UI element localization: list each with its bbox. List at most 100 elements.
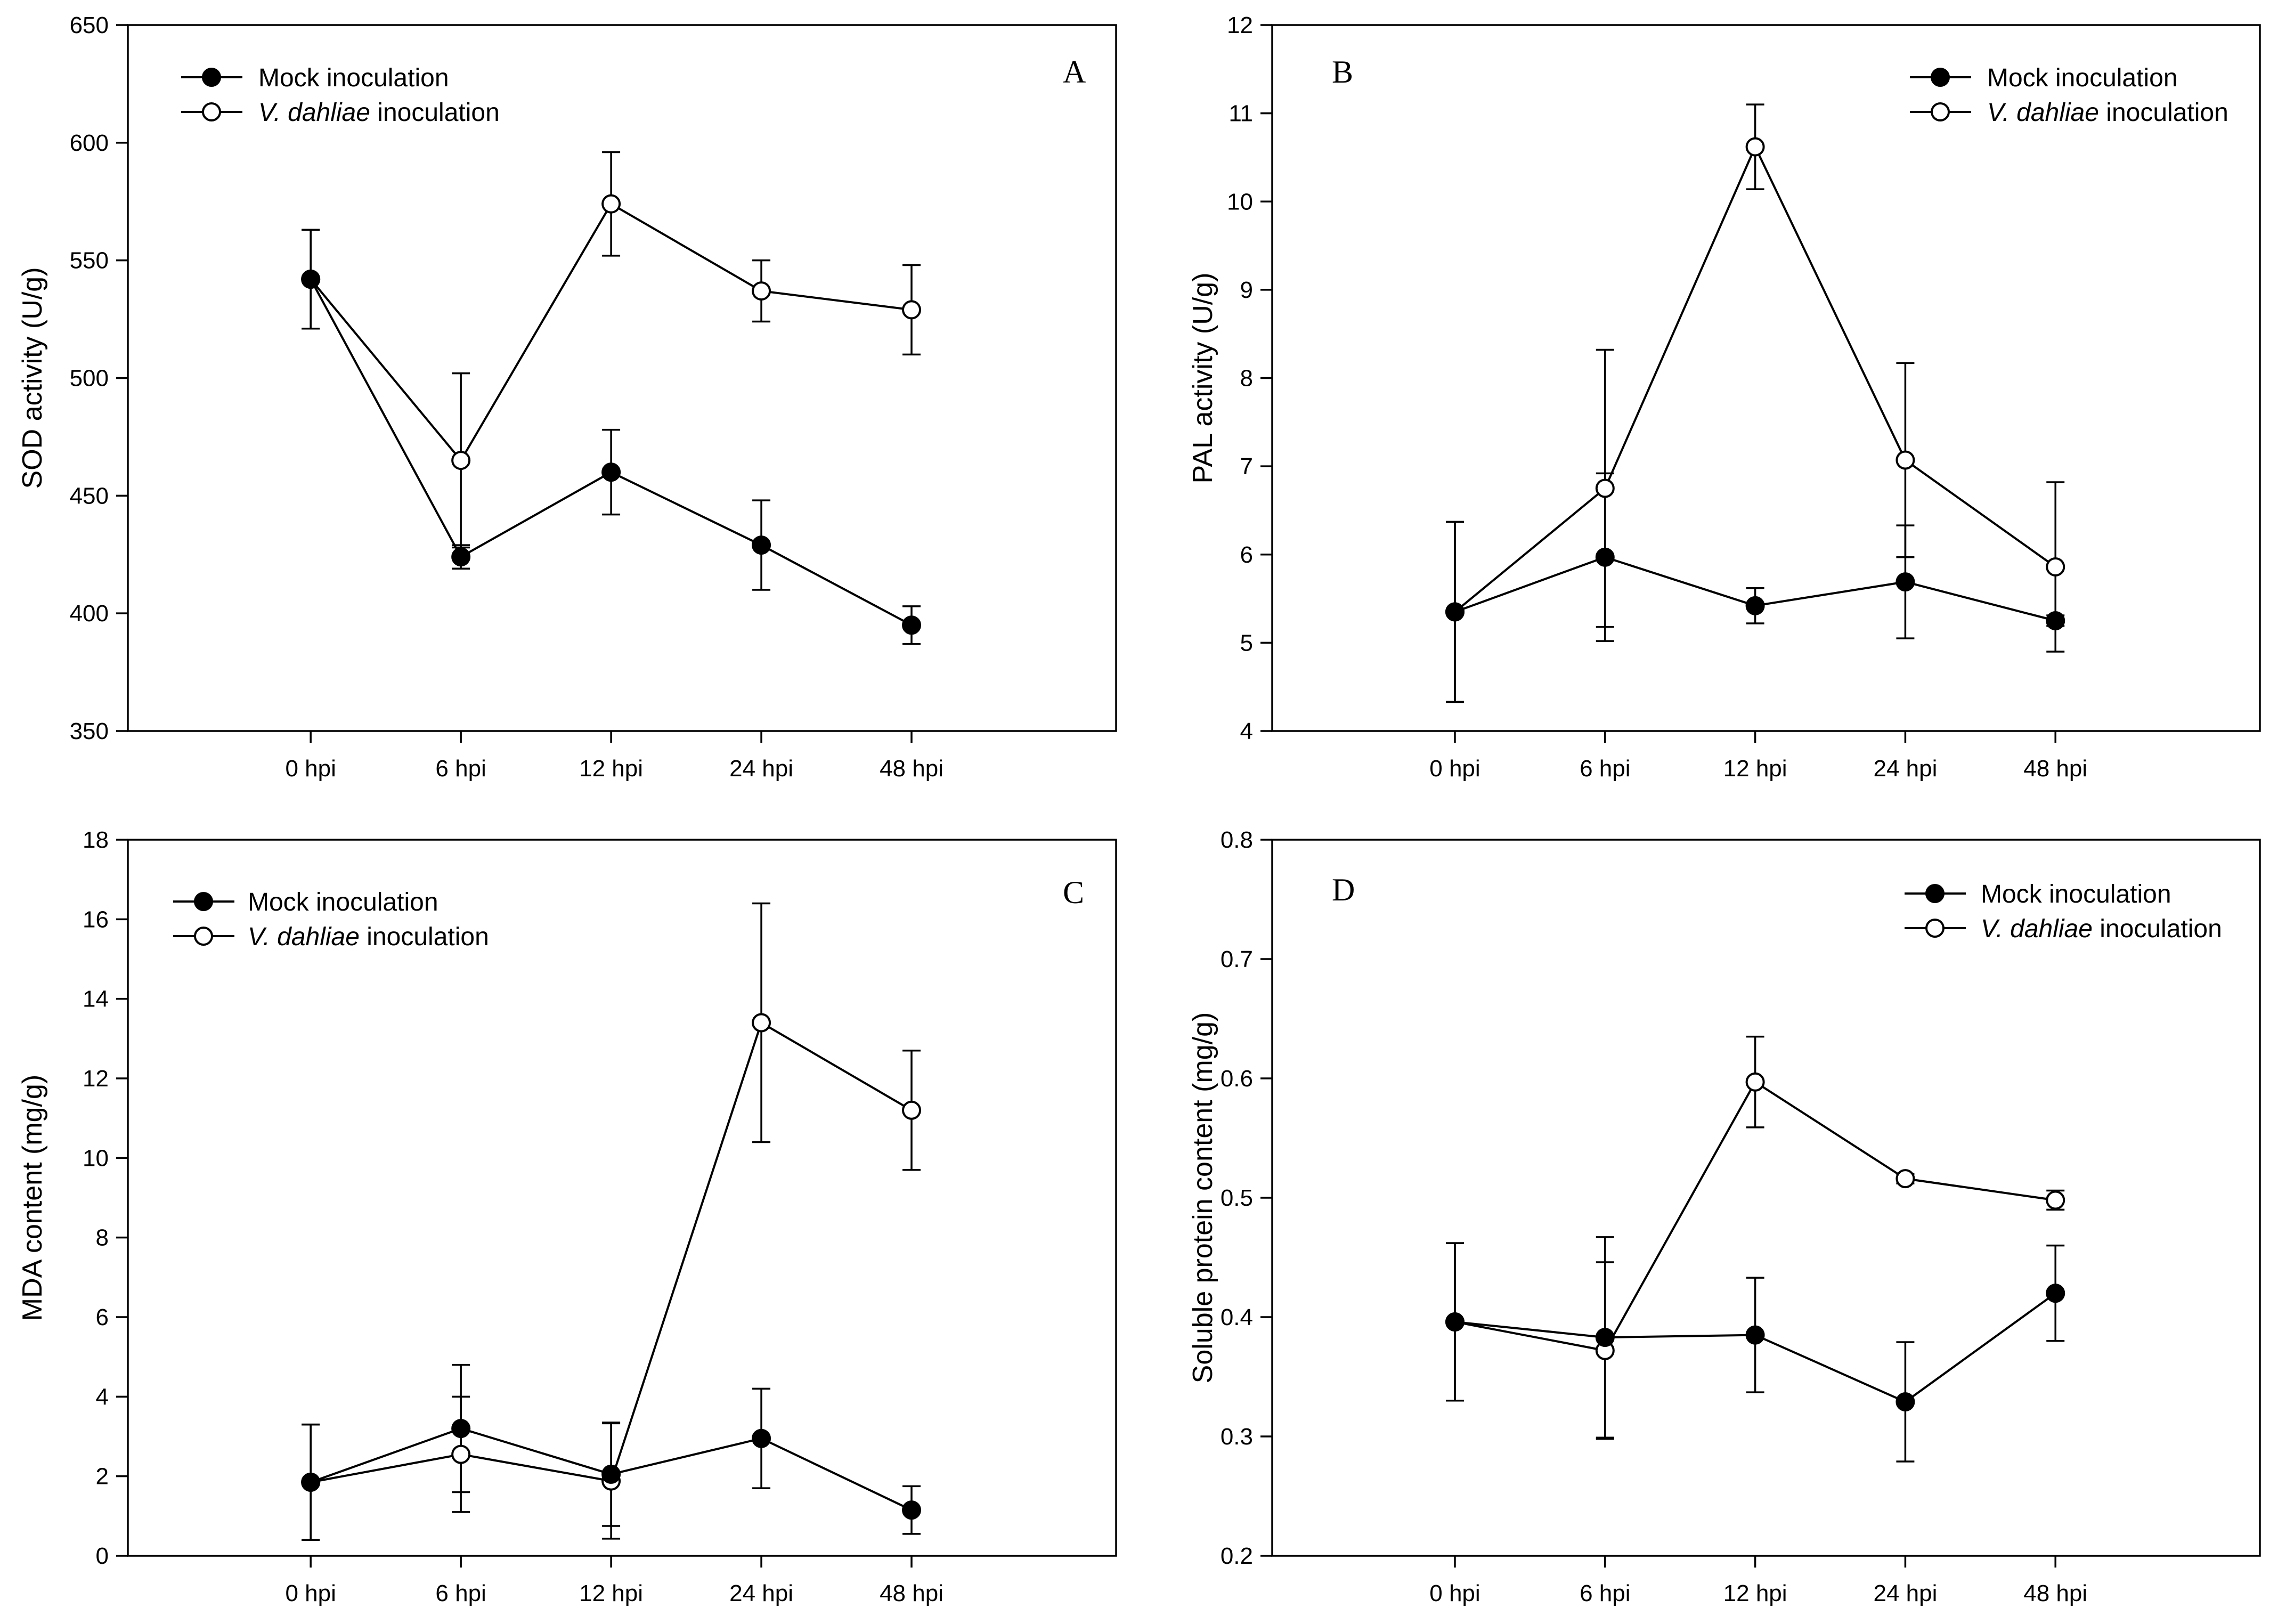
panel-a: 350 400 450 500 550 600 650 0 hpi 6 hpi 12 hpi 24 … [17,12,1117,782]
panel-letter: A [1063,54,1086,90]
y-tick-label: 650 [70,12,109,38]
x-tick-label: 48 hpi [2023,1580,2087,1606]
data-point [1445,1312,1465,1331]
data-point [902,615,922,635]
y-tick-label: 8 [96,1225,109,1251]
y-tick-label: 8 [1240,366,1253,392]
legend-label: Mock inoculation [248,888,438,916]
data-point [1895,1169,1915,1189]
x-tick-label: 24 hpi [729,756,793,782]
data-point [752,1013,771,1033]
y-tick-label: 14 [83,986,109,1012]
data-point [451,547,471,567]
data-point [301,1472,321,1492]
x-tick-label: 0 hpi [1429,1580,1480,1606]
legend-label: Mock inoculation [258,64,449,92]
y-tick-label: 0.7 [1221,946,1253,972]
data-point [1745,1325,1765,1345]
series-mock [1445,1236,2065,1463]
series-mock [302,1363,921,1541]
y-tick-label: 550 [70,248,109,274]
x-tick-label: 48 hpi [880,756,943,782]
plot-frame [1271,24,2261,732]
data-point [601,194,621,214]
y-tick-label: 400 [70,600,109,627]
y-tick-label: 2 [96,1464,109,1490]
x-tick-label: 0 hpi [285,756,336,782]
x-tick-label: 24 hpi [729,1580,793,1606]
y-tick-label: 450 [70,483,109,509]
plot-frame [127,839,1117,1557]
y-tick-label: 5 [1240,630,1253,656]
legend: Mock inoculation V. dahliae inoculation [173,888,489,951]
plot-frame [1271,839,2261,1557]
y-axis-title: Soluble protein content (mg/g) [1187,1012,1218,1384]
data-point [1595,547,1615,567]
panel-d: 0.2 0.3 0.4 0.5 0.6 0.7 0.8 0 hpi 6 hpi 12 hpi 24 … [1187,827,2261,1606]
legend-label: V. dahliae inoculation [1981,915,2222,943]
data-point [451,1419,471,1439]
data-point [2046,611,2065,630]
x-tick-label: 48 hpi [2023,756,2087,782]
y-axis-title: SOD activity (U/g) [17,267,48,489]
x-tick-label: 24 hpi [1873,756,1937,782]
y-tick-label: 0.3 [1221,1424,1253,1450]
legend-label: V. dahliae inoculation [258,99,500,127]
data-point [301,270,321,289]
y-tick-label: 10 [83,1145,109,1171]
data-point [1595,478,1615,498]
y-tick-label: 16 [83,906,109,932]
y-tick-label: 4 [1240,718,1253,744]
x-tick-label: 12 hpi [1723,1580,1787,1606]
y-tick-label: 0 [96,1543,109,1569]
data-point [1595,1328,1615,1347]
panel-letter: C [1063,875,1084,910]
x-tick-label: 48 hpi [880,1580,943,1606]
x-tick-label: 0 hpi [285,1580,336,1606]
y-tick-label: 0.4 [1221,1304,1253,1330]
y-tick-label: 9 [1240,277,1253,303]
legend: Mock inoculation V. dahliae inoculation [181,64,500,127]
y-axis-title: MDA content (mg/g) [17,1075,48,1321]
legend: Mock inoculation V. dahliae inoculation [1910,64,2228,127]
legend-marker [202,68,221,87]
data-point [752,1428,771,1448]
y-tick-label: 0.8 [1221,827,1253,853]
panel-c: 0 2 4 6 8 10 12 14 16 18 0 hpi 6 hpi 12 hpi 24 hpi 48 … [17,827,1117,1606]
data-point [1895,1392,1915,1412]
series-mock [302,229,921,645]
data-point [1445,602,1465,622]
y-tick-label: 18 [83,827,109,853]
y-tick-label: 4 [96,1384,109,1410]
y-tick-label: 12 [83,1066,109,1092]
y-tick-label: 11 [1229,101,1253,127]
x-tick-label: 24 hpi [1873,1580,1937,1606]
y-tick-label: 6 [96,1304,109,1330]
y-tick-label: 500 [70,366,109,392]
data-point [1745,596,1765,615]
series-line [1454,144,2056,613]
x-tick-label: 6 hpi [1580,756,1630,782]
legend-label: Mock inoculation [1981,880,2171,908]
data-point [2046,1284,2065,1303]
y-tick-label: 6 [1240,542,1253,568]
legend-label: Mock inoculation [1987,64,2178,92]
x-tick-label: 12 hpi [1723,756,1787,782]
data-point [2046,557,2065,576]
data-point [902,1500,922,1520]
y-tick-label: 7 [1240,453,1253,480]
y-axis-title: PAL activity (U/g) [1187,273,1218,484]
legend-marker [202,102,221,121]
x-tick-label: 12 hpi [579,1580,643,1606]
panel-b: 4 5 6 7 8 9 10 11 12 0 hpi 6 hpi 12 hpi 24 hpi 48 hpi… [1187,12,2261,782]
y-tick-label: 0.5 [1221,1185,1253,1211]
data-point [451,451,471,470]
legend-label: V. dahliae inoculation [248,923,489,951]
data-point [752,535,771,555]
data-point [2046,1190,2065,1210]
legend-marker [1931,102,1950,121]
series-line [310,1021,913,1483]
x-tick-label: 6 hpi [435,756,486,782]
panel-letter: B [1332,54,1353,90]
